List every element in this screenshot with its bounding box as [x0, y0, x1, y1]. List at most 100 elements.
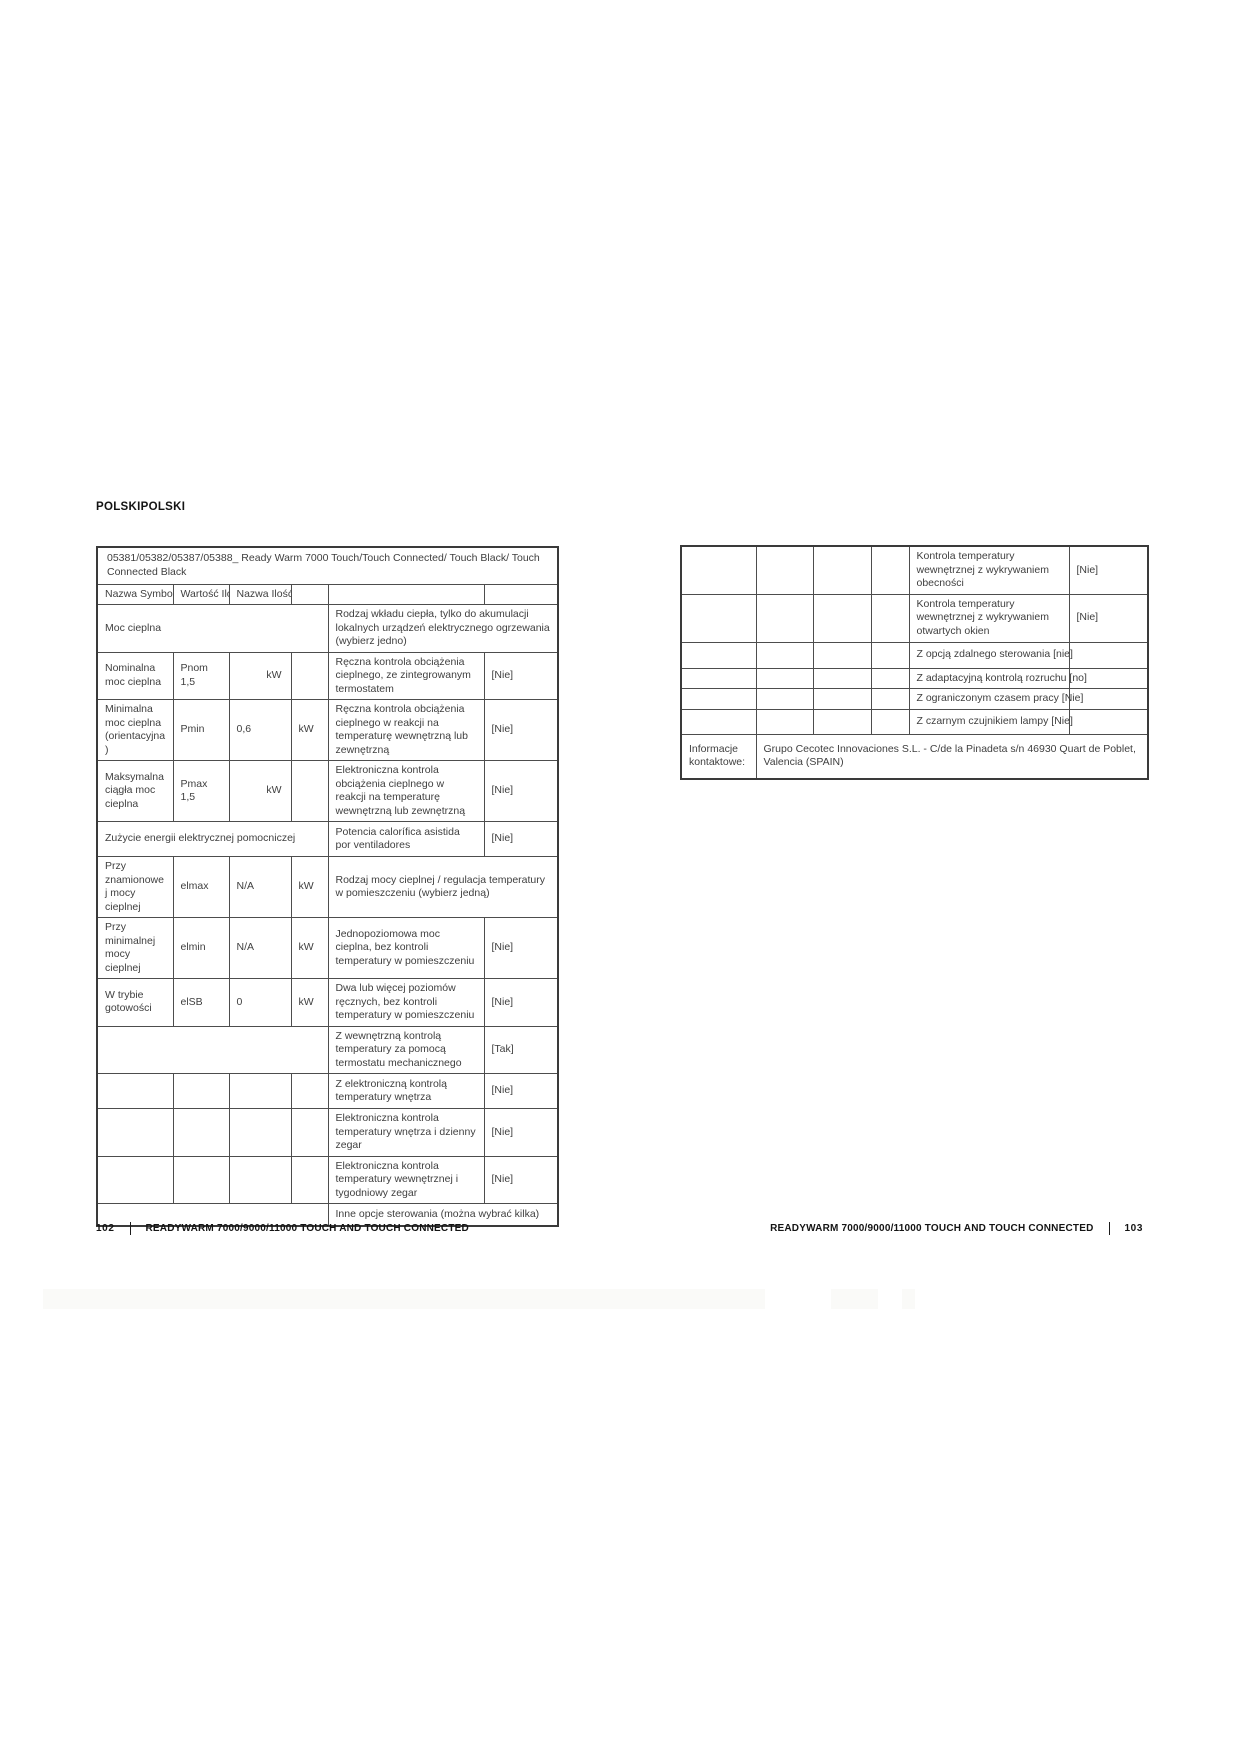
footer-left: 102 READYWARM 7000/9000/11000 TOUCH AND … — [96, 1220, 469, 1236]
row-setting: [Nie] — [1068, 545, 1149, 595]
row-value: N/A — [228, 856, 292, 918]
footer-doc-title: READYWARM 7000/9000/11000 TOUCH AND TOUC… — [145, 1222, 469, 1234]
empty-cell — [812, 667, 872, 689]
empty-cell — [755, 545, 814, 595]
col-header-wartosc-ilosc: Wartość Ilość — [172, 583, 230, 605]
empty-cell — [290, 1108, 329, 1157]
row-setting: [Nie] — [483, 978, 559, 1027]
row-value: 0 — [228, 978, 292, 1027]
footer-divider — [1108, 1221, 1110, 1235]
row-desc: Inne opcje sterowania (można wybrać kilk… — [327, 1203, 559, 1226]
row-name: Przy minimalnej mocy cieplnej — [96, 917, 174, 979]
row-symbol: elmax — [172, 856, 230, 918]
row-name: Nominalna moc cieplna — [96, 651, 174, 700]
empty-cell — [870, 688, 910, 710]
empty-cell — [290, 651, 329, 700]
row-desc: Jednopoziomowa moc cieplna, bez kontroli… — [327, 917, 485, 979]
empty-cell — [755, 688, 814, 710]
empty-cell — [755, 593, 814, 643]
empty-cell — [680, 708, 757, 735]
row-desc: Z wewnętrzną kontrolą temperatury za pom… — [327, 1025, 485, 1074]
row-unit: kW — [290, 699, 329, 761]
footer-doc-title: READYWARM 7000/9000/11000 TOUCH AND TOUC… — [770, 1222, 1094, 1234]
energy-label-table-right: Kontrola temperatury wewnętrznej z wykry… — [680, 545, 1149, 780]
row-desc: Z adaptacyjną kontrolą rozruchu [no] — [908, 667, 1087, 689]
col-header-nazwa-ilosc: Nazwa Ilość — [228, 583, 292, 605]
row-desc: Elektroniczna kontrola obciążenia ciepln… — [327, 760, 485, 822]
energy-label-table-left: 05381/05382/05387/05388_ Ready Warm 7000… — [96, 546, 560, 1227]
empty-cell — [812, 688, 872, 710]
empty-cell — [96, 1155, 174, 1204]
empty-cell — [680, 667, 757, 689]
empty-cell — [96, 1025, 329, 1074]
row-desc: Kontrola temperatury wewnętrznej z wykry… — [908, 593, 1070, 643]
scan-artifact-band — [831, 1289, 878, 1309]
empty-cell — [812, 708, 872, 735]
row-desc: Dwa lub więcej poziomów ręcznych, bez ko… — [327, 978, 485, 1027]
row-value: N/A — [228, 917, 292, 979]
row-unit: kW — [290, 856, 329, 918]
empty-cell — [172, 1108, 230, 1157]
empty-cell — [680, 641, 757, 669]
row-symbol: Pmin — [172, 699, 230, 761]
row-desc: Z ograniczonym czasem pracy [Nie] — [908, 688, 1083, 710]
row-name: Maksymalna ciągła moc cieplna — [96, 760, 174, 822]
empty-cell — [1068, 641, 1149, 669]
row-name: Minimalna moc cieplna (orientacyjna) — [96, 699, 174, 761]
empty-cell — [755, 667, 814, 689]
empty-cell — [228, 1108, 292, 1157]
row-symbol: Pmax 1,5 — [172, 760, 230, 822]
row-setting: [Tak] — [483, 1025, 559, 1074]
scan-artifact-band — [43, 1289, 765, 1309]
row-desc: Ręczna kontrola obciążenia cieplnego w r… — [327, 699, 485, 761]
row-setting: [Nie] — [483, 821, 559, 857]
row-setting: [Nie] — [483, 917, 559, 979]
footer-divider — [129, 1221, 131, 1235]
empty-cell — [680, 593, 757, 643]
row-desc: Kontrola temperatury wewnętrznej z wykry… — [908, 545, 1070, 595]
row-symbol: elmin — [172, 917, 230, 979]
row-desc: Z opcją zdalnego sterowania [nie] — [908, 641, 1073, 669]
row-desc: Elektroniczna kontrola temperatury wewnę… — [327, 1155, 485, 1204]
row-name: Moc cieplna — [96, 604, 329, 653]
col-header-nazwa-symbol: Nazwa Symbol — [96, 583, 174, 605]
row-value: 0,6 — [228, 699, 292, 761]
empty-cell — [870, 593, 910, 643]
empty-cell — [812, 593, 872, 643]
empty-cell — [172, 1155, 230, 1204]
row-desc: Rodzaj wkładu ciepła, tylko do akumulacj… — [327, 604, 559, 653]
row-symbol: elSB — [172, 978, 230, 1027]
empty-cell — [96, 1108, 174, 1157]
empty-cell — [327, 583, 485, 605]
empty-cell — [290, 583, 329, 605]
empty-cell — [812, 641, 872, 669]
scan-artifact-band — [902, 1289, 915, 1309]
row-unit: kW — [290, 978, 329, 1027]
page-language-heading: POLSKIPOLSKI — [96, 501, 186, 513]
empty-cell — [680, 688, 757, 710]
row-name: Przy znamionowej mocy cieplnej — [96, 856, 174, 918]
empty-cell — [870, 667, 910, 689]
empty-cell — [755, 641, 814, 669]
empty-cell — [96, 1073, 174, 1109]
empty-cell — [483, 583, 559, 605]
empty-cell — [290, 760, 329, 822]
empty-cell — [680, 545, 757, 595]
contact-label: Informacje kontaktowe: — [680, 733, 757, 780]
empty-cell — [870, 545, 910, 595]
row-desc: Ręczna kontrola obciążenia cieplnego, ze… — [327, 651, 485, 700]
page-number: 102 — [96, 1222, 115, 1234]
row-setting: [Nie] — [483, 1073, 559, 1109]
empty-cell — [1068, 708, 1149, 735]
empty-cell — [755, 708, 814, 735]
row-desc: Potencia calorífica asistida por ventila… — [327, 821, 485, 857]
empty-cell — [290, 1073, 329, 1109]
row-setting: [Nie] — [483, 651, 559, 700]
row-setting: [Nie] — [483, 1155, 559, 1204]
row-name: Zużycie energii elektrycznej pomocniczej — [96, 821, 329, 857]
empty-cell — [172, 1073, 230, 1109]
row-symbol: Pnom 1,5 — [172, 651, 230, 700]
empty-cell — [812, 545, 872, 595]
row-setting: [Nie] — [483, 760, 559, 822]
